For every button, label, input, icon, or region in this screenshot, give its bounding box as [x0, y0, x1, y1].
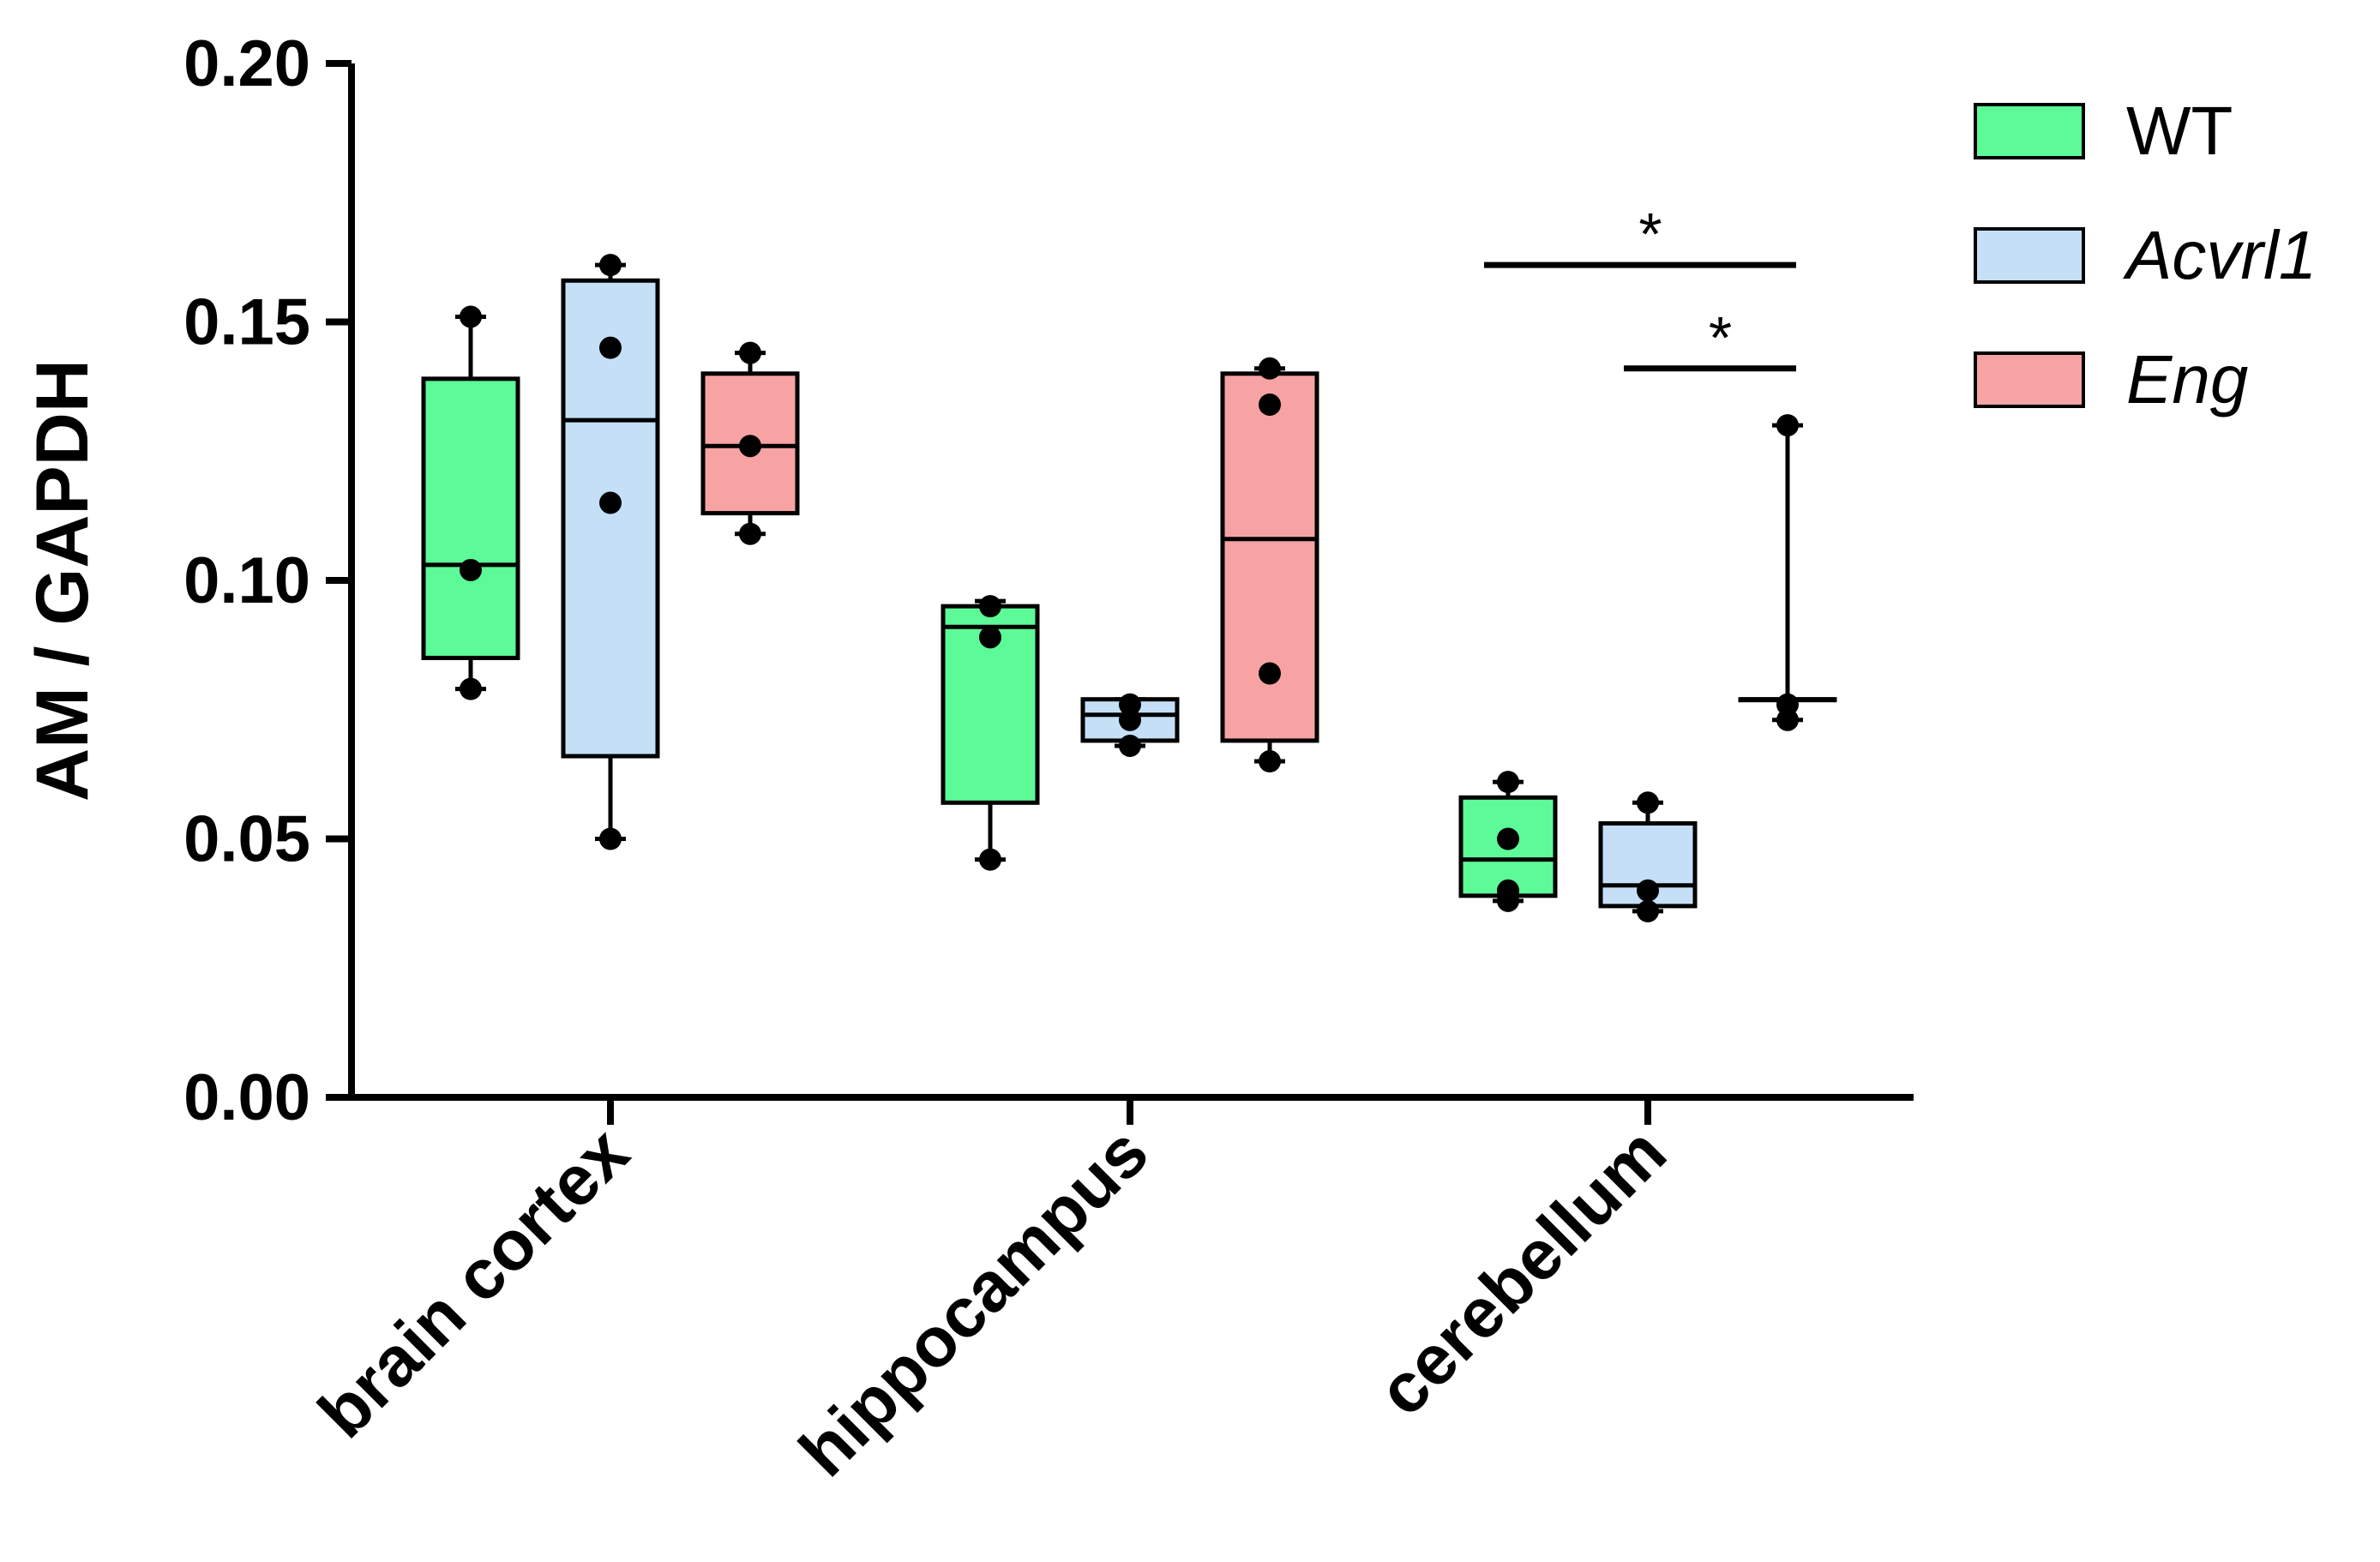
box-Eng-hippocampus	[1220, 357, 1319, 773]
data-point	[1119, 693, 1141, 716]
data-point	[599, 827, 622, 850]
data-point	[979, 848, 1001, 871]
data-point	[739, 435, 761, 458]
box-Eng-brain-cortex	[700, 341, 800, 545]
x-tick-label: cerebellum	[1363, 1113, 1681, 1431]
legend-label-Acvrl1: Acvrl1	[2123, 217, 2317, 293]
legend-swatch-Eng	[1974, 351, 2085, 408]
data-point	[460, 677, 482, 700]
data-point	[1637, 899, 1659, 922]
legend-swatch-WT	[1974, 103, 2085, 159]
legend-label-Eng: Eng	[2126, 341, 2248, 418]
data-point	[599, 254, 622, 277]
box-Acvrl1-hippocampus	[1080, 693, 1180, 757]
x-tick-label: hippocampus	[784, 1113, 1163, 1491]
y-tick-label: 0.10	[183, 544, 310, 617]
data-point	[1259, 357, 1281, 380]
data-point	[979, 626, 1001, 649]
box-iqr	[561, 278, 660, 759]
box-iqr	[421, 376, 520, 660]
data-point	[1119, 708, 1141, 731]
data-point	[1259, 393, 1281, 416]
data-point	[1497, 827, 1519, 850]
data-point	[460, 305, 482, 328]
legend-swatch-Acvrl1	[1974, 227, 2085, 284]
data-point	[599, 491, 622, 514]
data-point	[1776, 414, 1799, 437]
box-Acvrl1-brain-cortex	[561, 254, 660, 850]
legend: WT Acvrl1 Eng	[1974, 93, 2317, 418]
data-point	[1776, 693, 1799, 716]
box-Acvrl1-cerebellum	[1598, 791, 1698, 922]
data-point	[1119, 734, 1141, 757]
box-WT-cerebellum	[1458, 771, 1558, 912]
box-WT-brain-cortex	[421, 305, 520, 700]
legend-label-WT: WT	[2126, 93, 2233, 169]
data-point	[979, 595, 1001, 618]
data-point	[1259, 750, 1281, 773]
significance-star: *	[1638, 201, 1662, 267]
data-point	[1497, 889, 1519, 912]
box-Eng-cerebellum	[1738, 414, 1837, 731]
significance-markers: **	[1484, 201, 1796, 372]
y-tick-label: 0.05	[183, 803, 310, 876]
data-point	[739, 522, 761, 545]
data-point	[1637, 879, 1659, 902]
boxes	[421, 254, 1837, 922]
data-point	[739, 341, 761, 364]
y-tick-label: 0.00	[183, 1061, 310, 1134]
data-point	[1497, 771, 1519, 794]
data-point	[460, 558, 482, 581]
data-point	[1259, 662, 1281, 685]
y-tick-label: 0.20	[183, 27, 310, 100]
box-iqr	[1220, 371, 1319, 743]
data-point	[1637, 791, 1659, 814]
data-point	[1776, 708, 1799, 731]
significance-star: *	[1709, 304, 1732, 371]
data-point	[599, 336, 622, 359]
y-tick-label: 0.15	[183, 286, 310, 359]
x-tick-label: brain cortex	[304, 1113, 643, 1452]
y-axis-label: AM / GAPDH	[21, 359, 104, 802]
box-WT-hippocampus	[941, 595, 1040, 871]
